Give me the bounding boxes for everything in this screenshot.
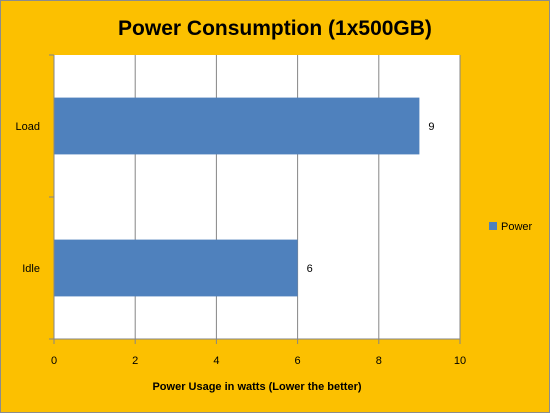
x-tick-label-2: 4 bbox=[213, 355, 219, 367]
y-axis-ticks bbox=[49, 54, 54, 340]
chart-title: Power Consumption (1x500GB) bbox=[118, 17, 432, 40]
x-axis-title: Power Usage in watts (Lower the better) bbox=[152, 381, 361, 393]
legend: Power bbox=[489, 221, 533, 233]
data-labels: 96 bbox=[307, 121, 435, 275]
x-tick-label-1: 2 bbox=[132, 355, 138, 367]
y-tick-label-load: Load bbox=[16, 121, 40, 133]
y-tick-label-idle: Idle bbox=[22, 263, 40, 275]
data-label-load: 9 bbox=[428, 121, 434, 133]
legend-label-power: Power bbox=[501, 221, 533, 233]
x-axis-tick-labels: 0 2 4 6 8 10 bbox=[51, 355, 466, 367]
data-label-idle: 6 bbox=[307, 263, 313, 275]
x-axis-ticks bbox=[53, 339, 461, 344]
x-tick-label-4: 8 bbox=[376, 355, 382, 367]
bar-idle bbox=[54, 239, 298, 297]
x-tick-label-3: 6 bbox=[295, 355, 301, 367]
bar-load bbox=[54, 97, 420, 155]
legend-swatch-power bbox=[489, 222, 497, 230]
bars bbox=[54, 97, 420, 297]
x-tick-label-5: 10 bbox=[454, 355, 466, 367]
y-axis-tick-labels: Load Idle bbox=[16, 121, 40, 275]
x-tick-label-0: 0 bbox=[51, 355, 57, 367]
